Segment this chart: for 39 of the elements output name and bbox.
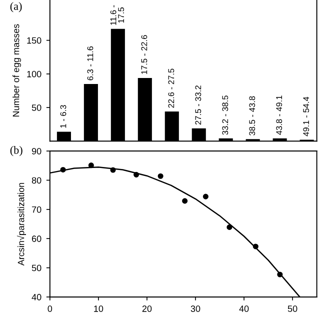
point	[182, 198, 188, 204]
category-label: 17.5 - 22.6	[141, 35, 148, 74]
category-label: 6.3 - 11.6	[87, 46, 94, 80]
point	[226, 224, 232, 230]
text: (a)	[10, 2, 22, 12]
category-label: 43.8 - 49.1	[276, 96, 282, 135]
y-tick-label: 90	[32, 148, 42, 154]
y-axis-title: Number of egg masses	[12, 24, 21, 116]
category-label: 11.6 - 17.5	[110, 5, 124, 25]
x-tick-label: 0	[48, 306, 52, 312]
category-label: 22.6 - 27.5	[168, 68, 174, 108]
y-axis-title: Arcsin√parasitization	[16, 182, 26, 266]
y-tick-label: 40	[32, 294, 42, 300]
x-tick-label: 10	[94, 306, 104, 312]
point	[88, 162, 94, 168]
y-tick-label: 50	[32, 104, 42, 111]
y-tick-label: 70	[32, 206, 42, 213]
y-tick-label: 80	[32, 177, 42, 184]
x-tick-label: 50	[288, 306, 298, 312]
x-tick-label: 30	[190, 306, 200, 312]
point	[202, 194, 208, 200]
text: (b)	[10, 146, 22, 156]
point	[110, 167, 116, 173]
category-label: 49.1 - 54.4	[303, 96, 310, 136]
category-label: 38.5 - 43.8	[249, 96, 256, 136]
category-label: 1 - 6.3	[60, 105, 66, 128]
point	[134, 172, 140, 178]
point	[277, 272, 283, 278]
point	[158, 173, 164, 179]
x-tick-label: 20	[142, 306, 152, 312]
y-tick-label: 50	[32, 264, 42, 272]
point	[60, 166, 66, 172]
y-tick-label: 150	[27, 37, 42, 44]
point	[252, 244, 258, 250]
y-tick-label: 60	[32, 236, 42, 242]
x-tick-label: 40	[239, 306, 249, 312]
category-label: 33.2 - 38.5	[222, 96, 228, 135]
y-tick-label: 100	[27, 70, 42, 78]
category-label: 27.5 - 33.2	[195, 86, 202, 125]
